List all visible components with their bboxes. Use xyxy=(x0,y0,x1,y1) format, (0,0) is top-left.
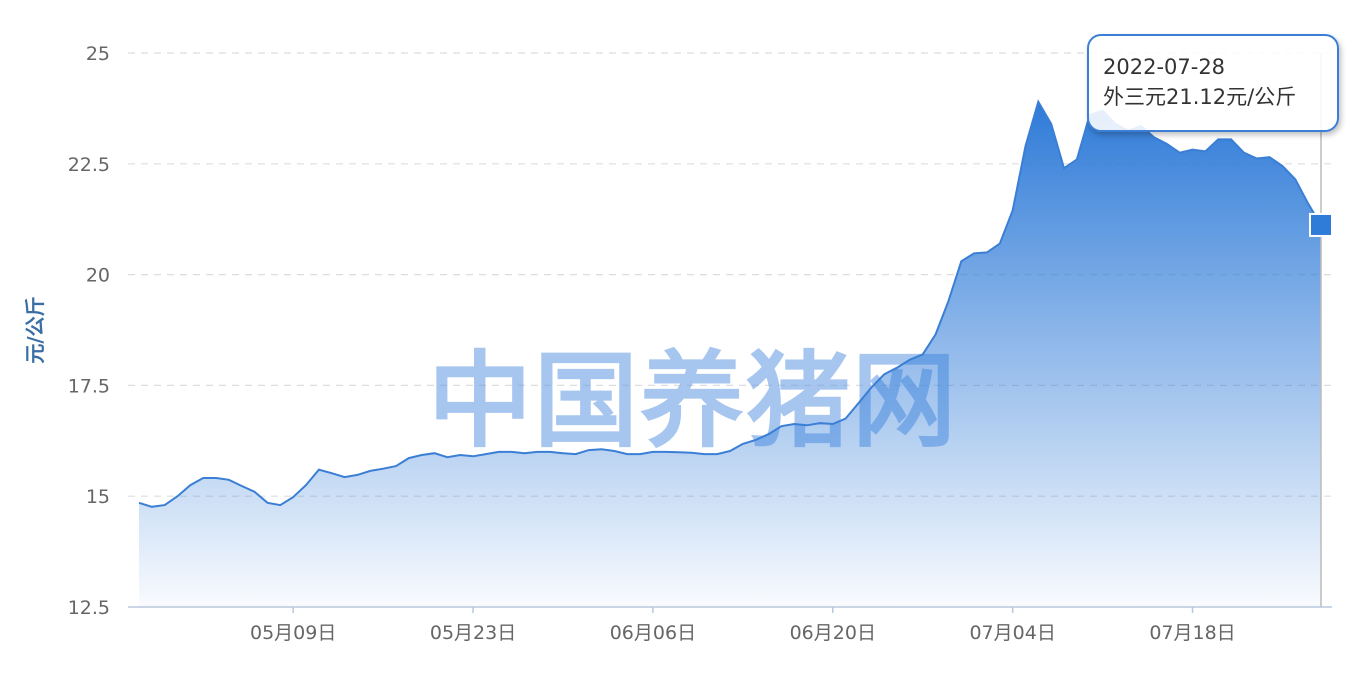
tooltip: 2022-07-28 外三元21.12元/公斤 xyxy=(1087,34,1339,132)
y-tick-label: 25 xyxy=(86,43,110,65)
hover-marker[interactable] xyxy=(1309,212,1333,237)
y-tick-label: 17.5 xyxy=(68,375,110,397)
y-tick-label: 20 xyxy=(86,265,110,287)
y-tick-label: 15 xyxy=(86,486,110,508)
x-tick-label: 07月04日 xyxy=(969,622,1055,644)
tooltip-date: 2022-07-28 xyxy=(1103,55,1226,79)
x-tick-label: 06月06日 xyxy=(610,622,696,644)
x-tick-label: 05月23日 xyxy=(430,622,516,644)
x-tick-label: 06月20日 xyxy=(790,622,876,644)
tooltip-value: 外三元21.12元/公斤 xyxy=(1103,85,1297,109)
x-axis-labels: 05月09日 05月23日 06月06日 06月20日 07月04日 07月18日 xyxy=(250,607,1236,644)
area-fill xyxy=(139,101,1321,608)
x-tick-label: 05月09日 xyxy=(250,622,336,644)
y-tick-label: 22.5 xyxy=(68,154,110,176)
y-axis-title: 元/公斤 xyxy=(23,296,47,363)
x-tick-label: 07月18日 xyxy=(1149,622,1235,644)
y-tick-label: 12.5 xyxy=(68,597,110,619)
y-axis-labels: 25 22.5 20 17.5 15 12.5 xyxy=(68,43,110,619)
